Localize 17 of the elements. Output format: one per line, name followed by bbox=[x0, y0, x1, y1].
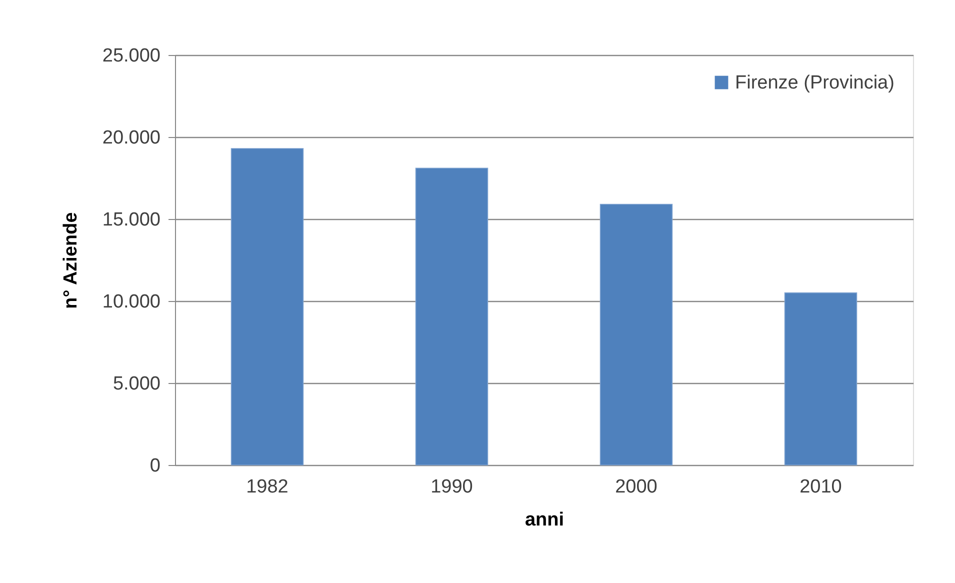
bar bbox=[784, 292, 858, 466]
bar bbox=[415, 168, 488, 466]
y-tick-label: 0 bbox=[150, 456, 160, 476]
bar bbox=[230, 148, 304, 466]
y-axis-title: n° Aziende bbox=[60, 212, 82, 309]
y-tick-label: 5.000 bbox=[112, 374, 160, 394]
y-tick-label: 15.000 bbox=[102, 210, 160, 230]
legend-label: Firenze (Provincia) bbox=[735, 72, 894, 94]
x-axis-title: anni bbox=[524, 510, 564, 530]
x-tick-label: 2010 bbox=[800, 476, 842, 498]
x-tick-label: 2000 bbox=[615, 476, 658, 498]
y-tick-label: 20.000 bbox=[102, 128, 160, 148]
y-tick-label: 25.000 bbox=[102, 46, 160, 66]
y-tick-label: 10.000 bbox=[102, 292, 160, 312]
bar bbox=[600, 204, 673, 466]
x-tick-label: 1982 bbox=[246, 476, 288, 498]
x-tick-label: 1990 bbox=[430, 476, 473, 498]
